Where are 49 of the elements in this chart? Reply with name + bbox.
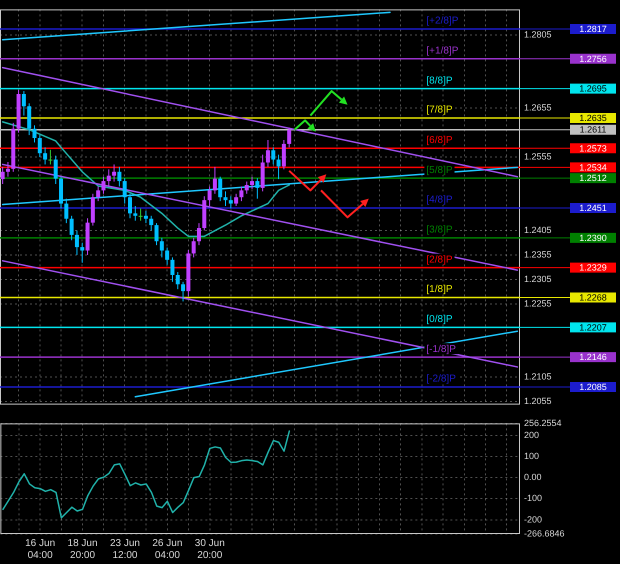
ref-line-label: 1.2390 <box>579 232 607 243</box>
annotation: [8/8]P <box>426 75 453 86</box>
y-tick-label: 1.2555 <box>524 152 552 162</box>
x-tick-label: 30 Jun 20:00 <box>194 538 225 561</box>
annotation: [-2/8]P <box>426 374 456 385</box>
ref-line-label: 1.2534 <box>579 162 607 172</box>
y-tick-label: 1.2305 <box>524 274 552 284</box>
ref-line-label: 1.2756 <box>579 54 607 64</box>
ref-line-label: 1.2207 <box>579 322 607 332</box>
annotation: [0/8]P <box>426 314 453 326</box>
x-tick-label: 26 Jun 04:00 <box>152 538 182 561</box>
ref-line-label: 1.2817 <box>579 24 607 34</box>
ref-line-label: 1.2268 <box>579 292 607 302</box>
y-tick-label: 100 <box>524 450 540 461</box>
x-tick-label: 23 Jun 12:00 <box>110 538 140 561</box>
ref-line-label: 1.2512 <box>579 173 607 184</box>
y-tick-label: 1.2255 <box>524 298 552 308</box>
ref-line-label: 1.2573 <box>579 143 607 154</box>
y-tick-label: 256.2554 <box>524 418 562 428</box>
ref-line-label: 1.2451 <box>579 202 607 213</box>
y-tick-label: 0.00 <box>524 472 542 482</box>
annotation: [+1/8]P <box>426 46 459 57</box>
ref-line-label: 1.2635 <box>579 112 607 123</box>
ref-line-label: 1.2329 <box>579 262 607 273</box>
ref-line-label: 1.2146 <box>579 352 607 362</box>
annotation: [1/8]P <box>426 284 453 296</box>
ref-line-label: 1.2695 <box>579 84 607 94</box>
y-tick-label: 1.2105 <box>524 372 552 382</box>
annotation: [2/8]P <box>426 254 453 266</box>
ref-line-label: 1.2085 <box>579 382 607 392</box>
annotation: [3/8]P <box>426 224 453 236</box>
annotation: [-1/8]P <box>426 344 456 355</box>
ref-line-label: 1.2611 <box>580 124 606 135</box>
y-tick-label: -200 <box>524 514 542 524</box>
annotation: [+2/8]P <box>426 16 459 27</box>
y-tick-label: 1.2805 <box>524 29 552 40</box>
annotation: [6/8]P <box>426 135 453 146</box>
annotation: [5/8]P <box>426 164 453 176</box>
annotation: [7/8]P <box>426 104 453 116</box>
y-tick-label: 1.2055 <box>524 396 552 406</box>
y-tick-label: 200 <box>524 430 540 440</box>
y-tick-label: 1.2355 <box>524 249 552 260</box>
x-tick-label: 16 Jun 04:00 <box>25 538 56 561</box>
y-tick-label: 1.2405 <box>524 224 552 235</box>
y-tick-label: -100 <box>524 493 542 504</box>
annotation: [4/8]P <box>426 194 453 206</box>
y-tick-label: -266.6846 <box>524 528 565 538</box>
x-tick-label: 18 Jun 20:00 <box>68 538 98 561</box>
y-tick-label: 1.2655 <box>524 102 552 113</box>
